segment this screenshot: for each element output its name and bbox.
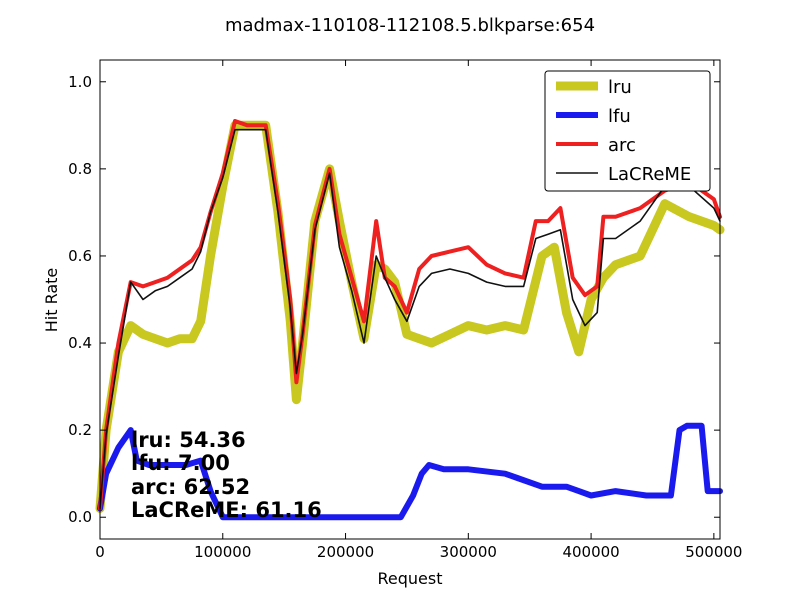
legend: lru lfu arc LaCReME [544, 70, 711, 192]
y-tick-label: 0.6 [68, 247, 92, 265]
series-line-arc [98, 119, 722, 511]
chart-title: madmax-110108-112108.5.blkparse:654 [225, 15, 595, 36]
annotation-lfu: lfu: 7.00 [131, 451, 230, 475]
plot-frame [99, 59, 721, 540]
x-tick-label: 300000 [440, 543, 497, 561]
y-tick-label: 0.4 [68, 334, 92, 352]
legend-label-arc: arc [608, 135, 636, 156]
y-axis-label: Hit Rate [42, 268, 61, 333]
legend-items: lru lfu arc LaCReME [556, 77, 691, 185]
legend-label-lfu: lfu [608, 106, 631, 127]
legend-label-lacreme: LaCReME [608, 164, 691, 185]
annotation-lacreme: LaCReME: 61.16 [131, 498, 322, 522]
y-tick-label: 0.8 [68, 160, 92, 178]
annotation-lru: lru: 54.36 [131, 428, 246, 452]
y-tick-label: 0.2 [68, 421, 92, 439]
plot-lines [95, 119, 725, 521]
x-tick-label: 200000 [317, 543, 374, 561]
series-line-lacreme [99, 128, 721, 510]
x-tick-label: 100000 [194, 543, 251, 561]
hit-rate-summary: lru: 54.36 lfu: 7.00 arc: 62.52 LaCReME:… [131, 428, 322, 522]
x-tick-label: 500000 [685, 543, 742, 561]
x-tick-label: 0 [95, 543, 105, 561]
x-axis-label: Request [378, 569, 443, 588]
series-line-lfu [97, 422, 723, 521]
y-tick-label: 1.0 [68, 73, 92, 91]
x-axis-ticks: 0 100000 200000 300000 400000 500000 [95, 60, 742, 561]
annotation-arc: arc: 62.52 [131, 475, 250, 499]
legend-box [544, 70, 711, 192]
x-tick-label: 400000 [562, 543, 619, 561]
y-tick-label: 0.0 [68, 508, 92, 526]
y-axis-ticks: 0.0 0.2 0.4 0.6 0.8 1.0 [68, 73, 720, 526]
legend-label-lru: lru [608, 77, 632, 98]
